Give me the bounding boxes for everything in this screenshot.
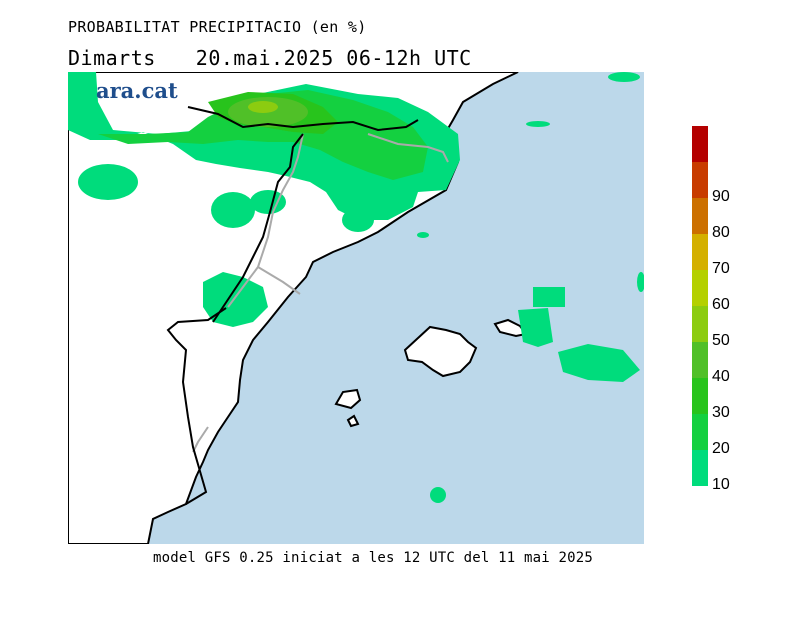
forecast-date: 20.mai.2025 06-12h UTC [195,46,472,70]
precipitation-map: ara.cat [68,72,644,544]
regional-borders [192,133,449,453]
legend-swatch [692,162,708,198]
probability-legend: 90 80 70 60 50 40 30 20 10 [692,126,730,493]
legend-label: 40 [712,368,730,385]
legend-swatch [692,306,708,342]
legend-swatch [692,270,708,306]
ara-cat-logo: ara.cat [96,78,178,103]
legend-swatch [692,126,708,162]
legend-label: 20 [712,440,730,457]
forecast-day: Dimarts [68,46,156,70]
precip-20-percent [98,90,428,180]
model-info-footer: model GFS 0.25 iniciat a les 12 UTC del … [153,550,594,566]
island-formentera [346,414,360,428]
legend-swatch [692,450,708,486]
legend-swatch [692,342,708,378]
legend-label: 50 [712,332,730,349]
legend-label: 80 [712,224,730,241]
legend-swatch [692,414,708,450]
legend-label: 60 [712,296,730,313]
forecast-period: Dimarts 20.mai.2025 06-12h UTC [68,46,472,70]
legend-label: 10 [712,476,730,493]
national-border [166,106,419,505]
legend-label: 90 [712,188,730,205]
precip-50-percent [248,101,278,113]
island-eivissa [334,388,362,410]
island-mallorca [403,325,478,378]
legend-label: 30 [712,404,730,421]
legend-swatch [692,378,708,414]
legend-label: 70 [712,260,730,277]
legend-swatch [692,198,708,234]
legend-swatch [692,234,708,270]
legend-swatches [692,126,708,486]
map-title: PROBABILITAT PRECIPITACIO (en %) [68,18,367,36]
